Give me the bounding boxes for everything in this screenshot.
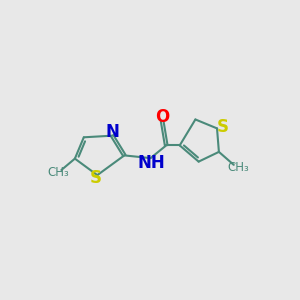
Text: CH₃: CH₃ [227,160,249,173]
Text: O: O [155,108,169,126]
Text: S: S [90,169,102,187]
Text: NH: NH [137,154,165,172]
Text: CH₃: CH₃ [47,166,69,179]
Text: N: N [105,123,119,141]
Text: S: S [216,118,228,136]
